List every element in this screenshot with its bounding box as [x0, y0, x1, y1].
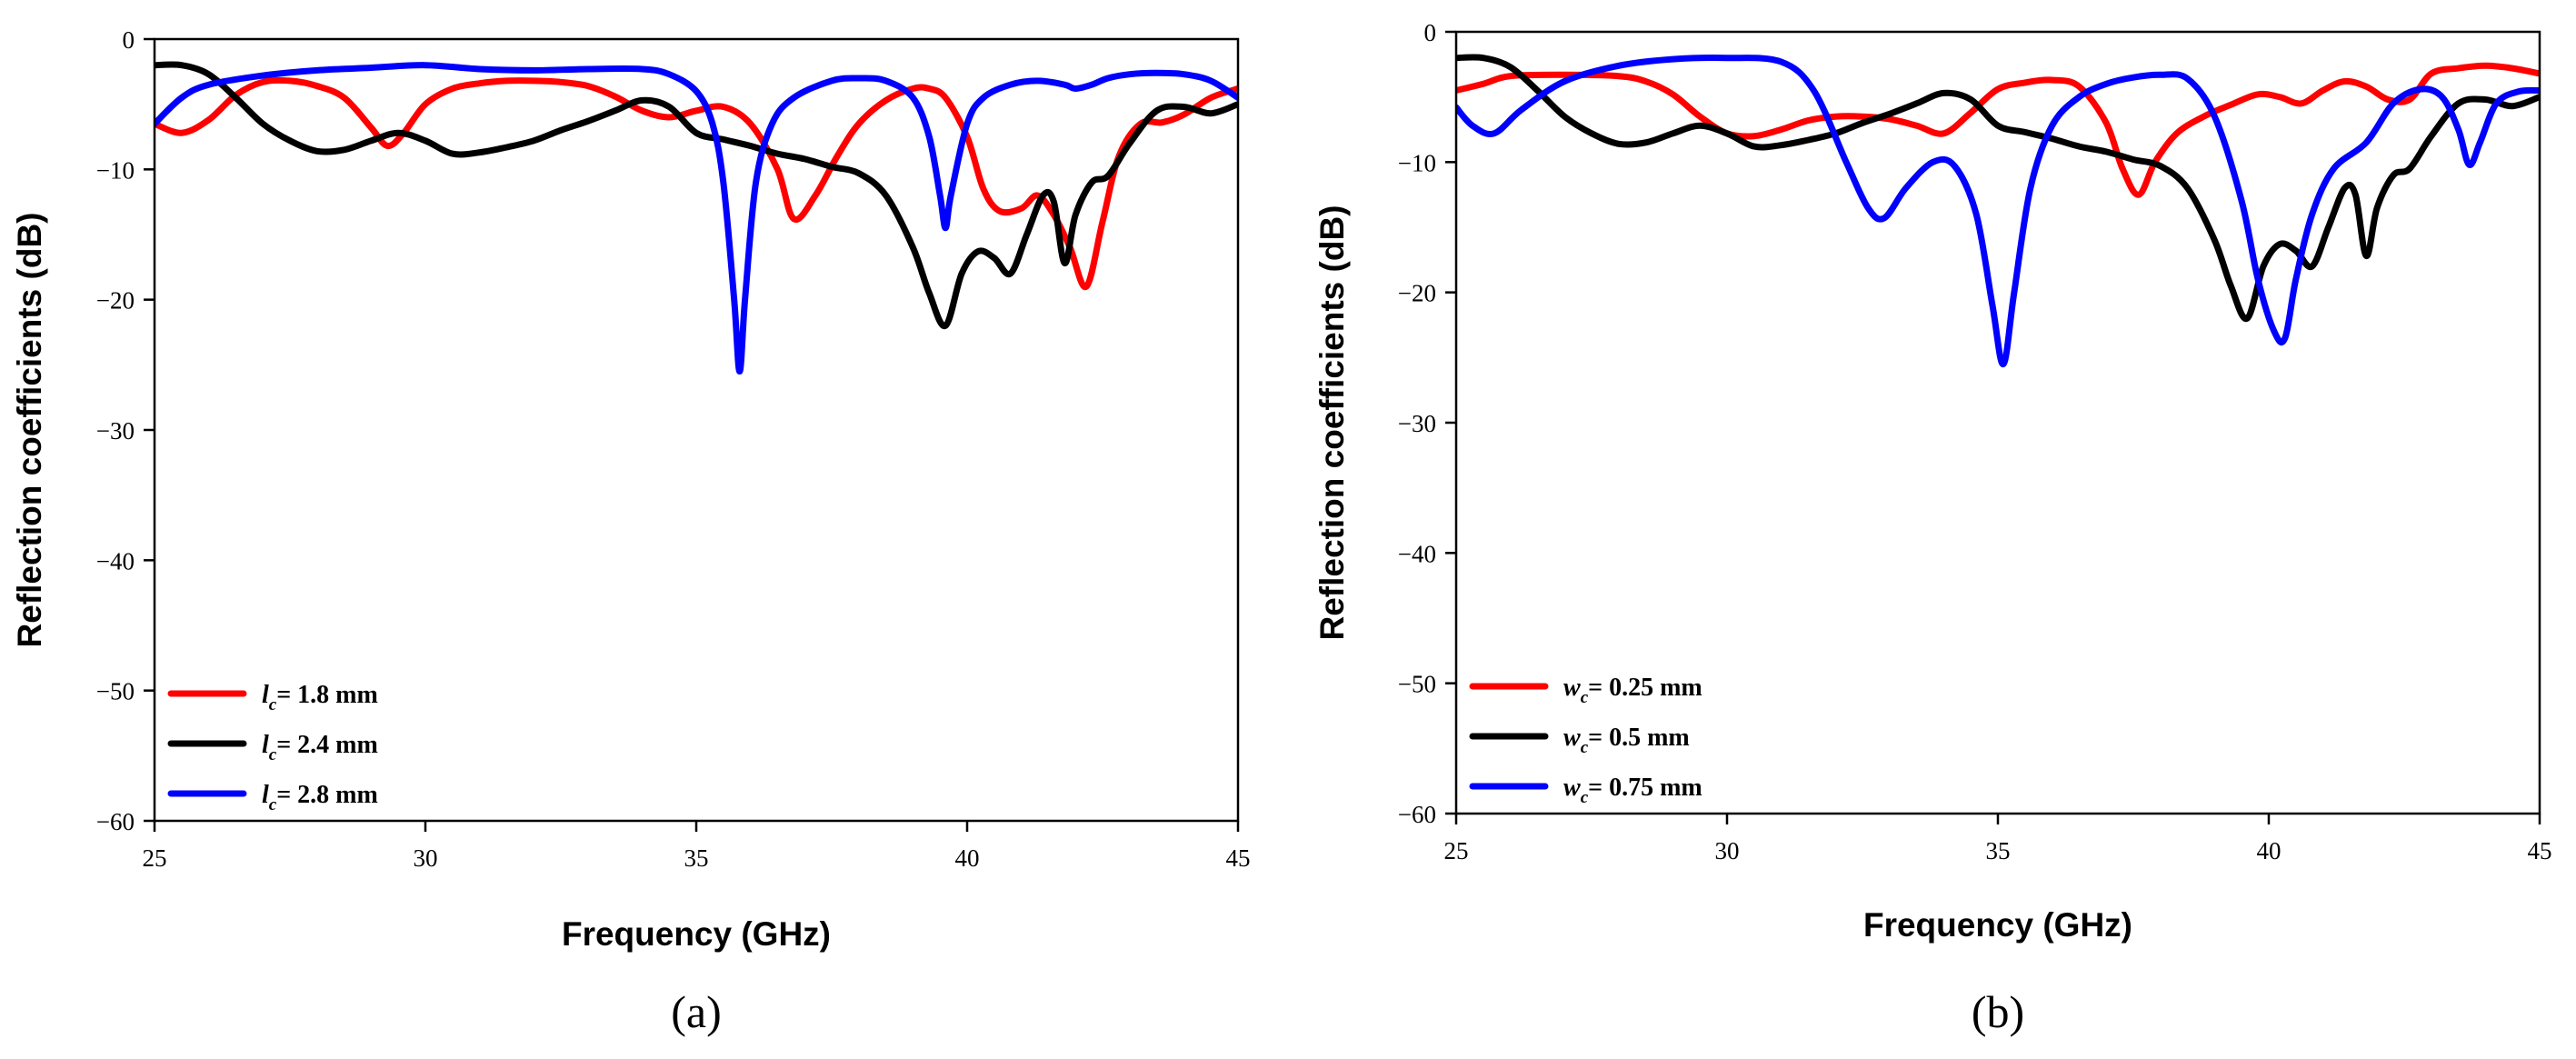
y-tick-label: −60 [1398, 801, 1436, 828]
legend-entry-label: wc= 0.75 mm [1563, 774, 1702, 807]
legend: wc= 0.25 mm wc= 0.5 mm wc= 0.75 mm [1469, 674, 1702, 807]
y-tick-label: −50 [96, 678, 135, 705]
series-line-3 [1456, 55, 2540, 368]
y-tick-label: −20 [1398, 280, 1436, 307]
y-tick-label: −60 [96, 808, 135, 835]
legend-entry-label: lc= 2.4 mm [262, 731, 378, 764]
panel-label: (b) [1972, 986, 2024, 1037]
series-line-1 [155, 76, 1238, 290]
series-line-3 [155, 62, 1238, 375]
y-tick-label: −30 [1398, 410, 1436, 437]
x-axis-title: Frequency (GHz) [1863, 906, 2132, 944]
legend: lc= 1.8 mm lc= 2.4 mm lc= 2.8 mm [167, 681, 378, 814]
legend-entry-label: wc= 0.5 mm [1563, 724, 1690, 757]
y-axis-title: Reflection coefficients (dB) [11, 213, 48, 648]
legend-entry-label: wc= 0.25 mm [1563, 674, 1702, 707]
x-tick-label: 45 [1226, 844, 1251, 872]
x-tick-label: 35 [684, 844, 709, 872]
y-tick-label: −10 [96, 156, 135, 184]
x-tick-label: 40 [2257, 837, 2281, 864]
y-tick-label: 0 [1424, 19, 1437, 46]
panel-label: (a) [671, 986, 722, 1037]
x-tick-label: 30 [1715, 837, 1740, 864]
y-tick-label: −40 [96, 547, 135, 574]
y-tick-label: −20 [96, 287, 135, 315]
series-line-2 [155, 61, 1238, 329]
x-tick-label: 30 [414, 844, 438, 872]
x-tick-label: 40 [955, 844, 980, 872]
y-tick-label: 0 [123, 26, 135, 54]
series-group [155, 61, 1238, 375]
x-axis-title: Frequency (GHz) [562, 915, 831, 953]
x-tick-label: 25 [143, 844, 167, 872]
series-line-2 [1456, 54, 2540, 322]
x-tick-label: 35 [1986, 837, 2011, 864]
y-tick-label: −50 [1398, 671, 1436, 698]
x-tick-label: 25 [1444, 837, 1469, 864]
chart-panel-a: 25 30 35 40 45 0 −10 −20 −30 −40 −50 −60 Frequency (… [11, 26, 1251, 1037]
y-tick-label: −30 [96, 417, 135, 445]
series-group [1456, 54, 2540, 368]
x-tick-label: 45 [2528, 837, 2552, 864]
series-line-1 [1456, 62, 2540, 198]
y-tick-label: −10 [1398, 149, 1436, 176]
legend-entry-label: lc= 1.8 mm [262, 681, 378, 714]
chart-panel-b: 25 30 35 40 45 0 −10 −20 −30 −40 −50 −60 Frequency (… [1313, 19, 2552, 1037]
legend-entry-label: lc= 2.8 mm [262, 781, 378, 814]
y-axis-title: Reflection coefficients (dB) [1313, 205, 1351, 641]
y-tick-label: −40 [1398, 540, 1436, 567]
